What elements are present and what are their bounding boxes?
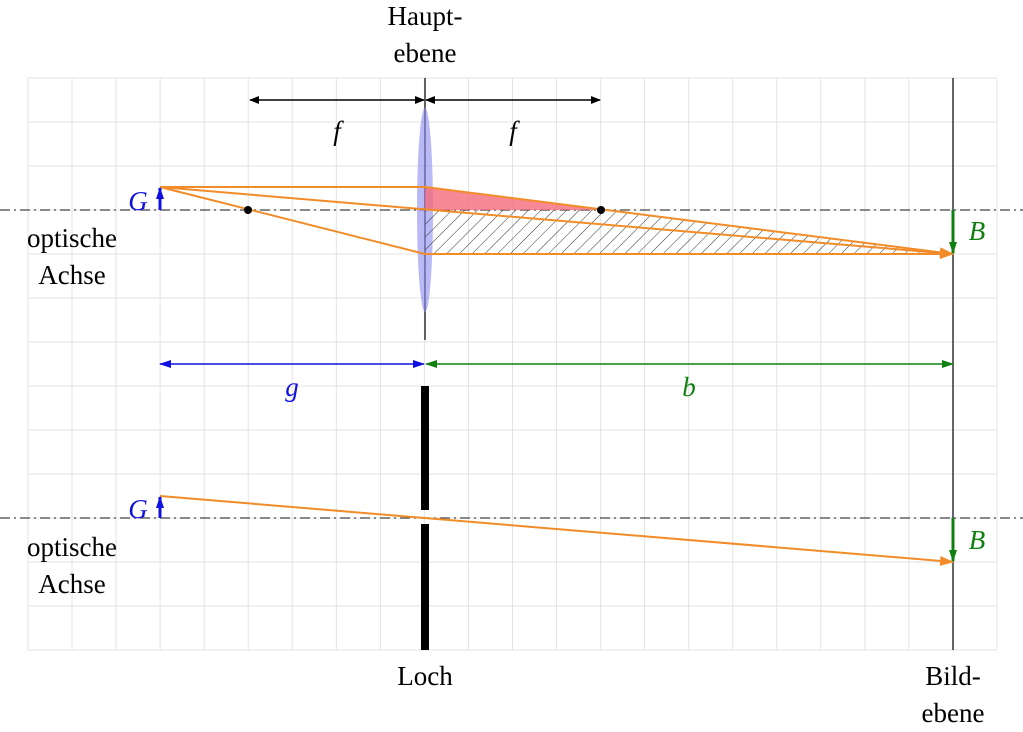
- pinhole-wall: [421, 386, 429, 510]
- distance-label: g: [285, 372, 299, 402]
- focal-point: [597, 206, 605, 214]
- label: ebene: [922, 698, 985, 728]
- axis-label: optische: [27, 532, 117, 562]
- object-label: G: [128, 186, 148, 216]
- label: Haupt-: [388, 1, 463, 31]
- label: Loch: [397, 661, 453, 691]
- focal-label: f: [509, 116, 520, 146]
- distance-label: b: [682, 372, 696, 402]
- axis-label: optische: [27, 223, 117, 253]
- ray: [159, 495, 954, 566]
- axis-label: Achse: [38, 260, 105, 290]
- image-label: B: [969, 525, 986, 555]
- object-label: G: [128, 494, 148, 524]
- focal-point: [244, 206, 252, 214]
- focal-label: f: [333, 116, 344, 146]
- pinhole-wall: [421, 524, 429, 650]
- label: Bild-: [925, 661, 981, 691]
- label: ebene: [394, 38, 457, 68]
- axis-label: Achse: [38, 569, 105, 599]
- image-label: B: [969, 216, 986, 246]
